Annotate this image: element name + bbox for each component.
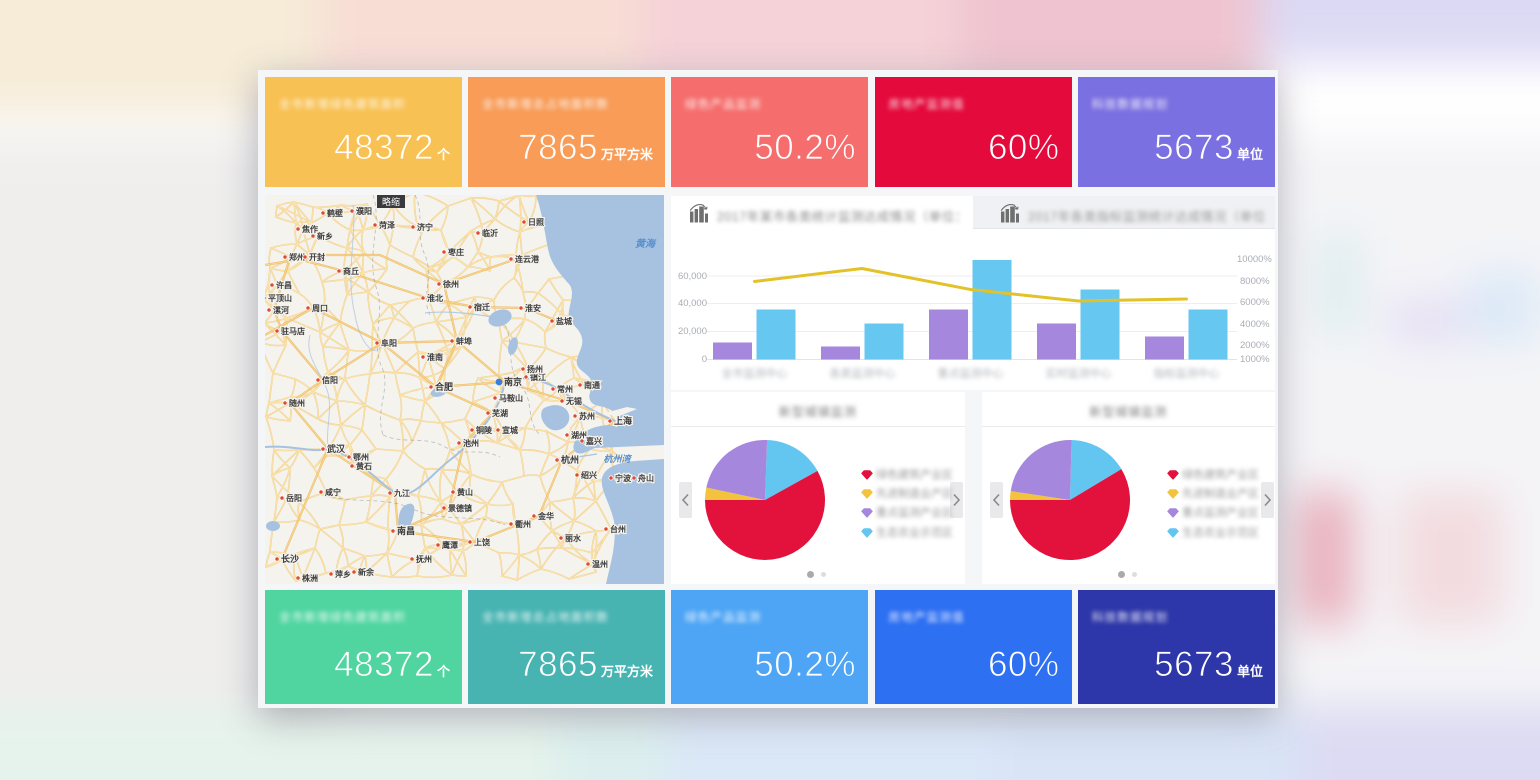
svg-text:盐城: 盐城 [556,316,572,326]
svg-text:淮安: 淮安 [525,303,541,313]
svg-text:杭州: 杭州 [561,454,579,465]
svg-text:漯河: 漯河 [273,305,289,315]
svg-text:新余: 新余 [358,567,375,577]
svg-text:鹰潭: 鹰潭 [442,540,458,550]
svg-text:上饶: 上饶 [474,537,490,547]
svg-text:新乡: 新乡 [317,231,333,241]
svg-text:上海: 上海 [614,415,632,426]
svg-text:南京: 南京 [504,376,522,387]
svg-text:驻马店: 驻马店 [281,326,305,336]
svg-text:鄂州: 鄂州 [353,452,369,462]
svg-text:枣庄: 枣庄 [447,247,464,257]
svg-text:济宁: 济宁 [417,222,433,232]
svg-text:常州: 常州 [557,384,573,394]
svg-text:铜陵: 铜陵 [476,425,493,435]
svg-text:株洲: 株洲 [302,573,318,583]
svg-text:马鞍山: 马鞍山 [499,393,523,403]
svg-text:湖州: 湖州 [571,430,587,440]
svg-text:信阳: 信阳 [322,375,338,385]
svg-text:连云港: 连云港 [515,254,540,264]
svg-text:略缩: 略缩 [382,196,400,207]
svg-text:池州: 池州 [463,438,479,448]
svg-text:菏泽: 菏泽 [379,220,395,230]
svg-text:金华: 金华 [537,511,554,521]
svg-text:开封: 开封 [309,252,325,262]
svg-text:萍乡: 萍乡 [335,569,351,579]
svg-text:南昌: 南昌 [397,525,415,536]
svg-text:芜湖: 芜湖 [492,408,508,418]
svg-text:随州: 随州 [289,398,305,408]
svg-text:嘉兴: 嘉兴 [585,436,602,446]
svg-text:郑州: 郑州 [289,252,305,262]
svg-text:岳阳: 岳阳 [286,493,302,503]
svg-text:咸宁: 咸宁 [325,487,341,497]
svg-text:丽水: 丽水 [565,533,582,543]
svg-text:濮阳: 濮阳 [356,206,372,216]
svg-text:宁波: 宁波 [615,473,632,483]
svg-text:宣城: 宣城 [502,425,518,435]
svg-text:武汉: 武汉 [327,443,346,454]
svg-text:杭州湾: 杭州湾 [603,454,632,464]
svg-text:抚州: 抚州 [416,554,432,564]
svg-text:扬州: 扬州 [527,364,543,374]
svg-text:黄山: 黄山 [457,487,473,497]
svg-text:无锡: 无锡 [565,396,582,406]
svg-text:平顶山: 平顶山 [268,293,292,303]
svg-text:日照: 日照 [528,218,544,227]
svg-text:阜阳: 阜阳 [381,338,397,348]
svg-text:合肥: 合肥 [435,381,453,392]
svg-text:绍兴: 绍兴 [580,470,597,480]
svg-text:温州: 温州 [592,559,608,569]
svg-text:景德镇: 景德镇 [448,503,472,513]
svg-text:临沂: 临沂 [482,228,498,238]
svg-text:九江: 九江 [393,488,410,498]
svg-text:许昌: 许昌 [276,280,292,290]
svg-text:蚌埠: 蚌埠 [456,336,472,346]
svg-text:淮北: 淮北 [427,293,443,303]
svg-text:南通: 南通 [584,380,600,390]
svg-text:长沙: 长沙 [281,553,299,564]
svg-text:淮南: 淮南 [427,352,443,362]
svg-text:宿迁: 宿迁 [474,302,490,312]
svg-text:周口: 周口 [312,304,328,313]
svg-text:衢州: 衢州 [515,519,531,529]
svg-text:鹤壁: 鹤壁 [327,208,343,218]
svg-text:商丘: 商丘 [343,266,359,276]
svg-text:徐州: 徐州 [442,279,459,289]
svg-text:台州: 台州 [610,524,626,534]
svg-text:黄海: 黄海 [635,238,657,250]
svg-text:舟山: 舟山 [638,473,654,483]
svg-text:焦作: 焦作 [301,224,318,234]
svg-text:苏州: 苏州 [579,411,595,421]
svg-text:镇江: 镇江 [530,372,546,382]
svg-text:黄石: 黄石 [356,461,372,471]
